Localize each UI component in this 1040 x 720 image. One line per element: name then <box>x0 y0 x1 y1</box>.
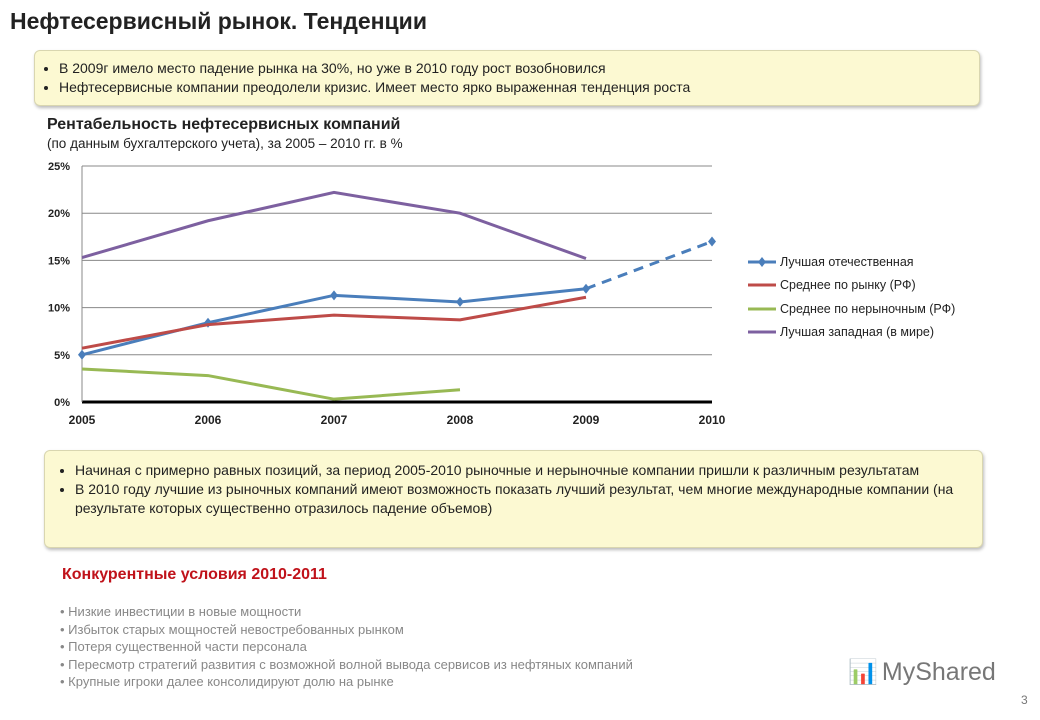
x-tick-label: 2010 <box>699 413 726 427</box>
x-tick-label: 2008 <box>447 413 474 427</box>
legend-item: Лучшая отечественная <box>748 250 955 274</box>
legend-item: Лучшая западная (в мире) <box>748 321 955 345</box>
summary-bullet: В 2009г имело место падение рынка на 30%… <box>59 59 979 78</box>
logo-text: MyShared <box>881 658 996 686</box>
legend-swatch <box>748 307 776 311</box>
y-tick-label: 0% <box>54 397 70 409</box>
y-tick-label: 10% <box>48 303 70 315</box>
x-tick-label: 2006 <box>195 413 222 427</box>
page-number: 3 <box>1021 693 1028 707</box>
chart-legend: Лучшая отечественная Среднее по рынку (РФ… <box>748 250 955 344</box>
legend-label: Среднее по нерыночным (РФ) <box>780 301 956 316</box>
condition-item: • Пересмотр стратегий развития с возможн… <box>60 656 633 672</box>
conclusion-bullet: Начиная с примерно равных позиций, за пе… <box>75 461 962 480</box>
conditions-list: • Низкие инвестиции в новые мощности • И… <box>60 603 633 691</box>
data-point <box>78 349 86 360</box>
legend-label: Лучшая отечественная <box>780 254 914 269</box>
conclusion-box: Начиная с примерно равных позиций, за пе… <box>44 450 983 548</box>
legend-item: Среднее по рынку (РФ) <box>748 274 955 298</box>
y-tick-label: 25% <box>48 161 70 173</box>
summary-bullet: Нефтесервисные компании преодолели кризи… <box>59 78 979 97</box>
series-line <box>81 367 461 401</box>
condition-item: • Крупные игроки далее консолидируют дол… <box>60 674 394 689</box>
logo: 📊 MyShared <box>848 658 996 687</box>
summary-box: В 2009г имело место падение рынка на 30%… <box>34 50 980 106</box>
series-line <box>81 190 587 260</box>
legend-label: Среднее по рынку (РФ) <box>780 278 916 293</box>
x-tick-label: 2007 <box>321 413 348 427</box>
y-tick-label: 20% <box>48 208 70 220</box>
line-chart: 0% 5% 10% 15% 20% 25% 2005 2006 2007 2008 2009 2010 <box>48 161 726 427</box>
data-point <box>708 236 716 247</box>
conclusion-bullet: В 2010 году лучшие из рыночных компаний … <box>75 480 962 518</box>
series-forecast-line <box>585 240 713 291</box>
legend-swatch <box>748 256 776 267</box>
section-title: Конкурентные условия 2010-2011 <box>62 566 327 583</box>
data-point <box>456 296 464 307</box>
data-point <box>330 290 338 301</box>
y-tick-label: 15% <box>48 255 70 267</box>
chart-title: Рентабельность нефтесервисных компаний <box>47 116 401 133</box>
legend-swatch <box>748 283 776 287</box>
legend-label: Лучшая западная (в мире) <box>780 325 935 340</box>
chart-subtitle: (по данным бухгалтерского учета), за 200… <box>47 136 403 151</box>
presentation-icon: 📊 <box>848 659 878 686</box>
x-tick-label: 2005 <box>69 413 96 427</box>
legend-swatch <box>748 330 776 334</box>
condition-item: • Избыток старых мощностей невостребован… <box>60 621 404 637</box>
series-line <box>81 295 587 350</box>
condition-item: • Низкие инвестиции в новые мощности <box>60 604 302 619</box>
y-tick-label: 5% <box>54 350 70 362</box>
page-title: Нефтесервисный рынок. Тенденции <box>10 8 427 34</box>
condition-item: • Потеря существенной части персонала <box>60 639 307 654</box>
x-tick-label: 2009 <box>573 413 600 427</box>
legend-item: Среднее по нерыночным (РФ) <box>748 297 955 321</box>
data-point <box>582 283 590 294</box>
